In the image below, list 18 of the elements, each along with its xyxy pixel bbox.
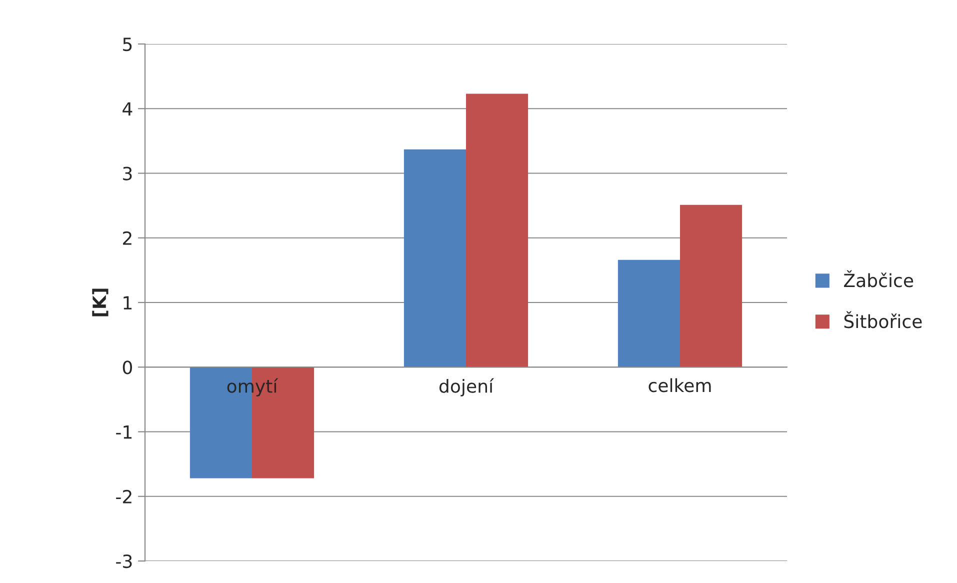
y-tick-label: 2 <box>123 231 132 245</box>
legend-label: Šitbořice <box>844 311 922 328</box>
y-tick-label: -3 <box>116 554 132 568</box>
x-tick-label: dojení <box>439 378 494 396</box>
x-tick-label: celkem <box>648 378 711 392</box>
bar <box>466 94 528 368</box>
y-tick-label: -1 <box>116 425 132 439</box>
y-tick-label: 0 <box>122 360 132 374</box>
y-tick-label: 4 <box>122 102 132 116</box>
y-tick-label: 3 <box>123 166 132 180</box>
y-tick-label: -2 <box>116 490 132 504</box>
bar <box>680 204 742 368</box>
y-tick-label: 1 <box>124 296 132 310</box>
y-tick-label: 5 <box>123 38 132 52</box>
legend-label: Žabčice <box>844 270 914 288</box>
y-axis-title: [K] <box>92 288 108 316</box>
bar <box>618 260 680 368</box>
bar <box>404 149 466 368</box>
